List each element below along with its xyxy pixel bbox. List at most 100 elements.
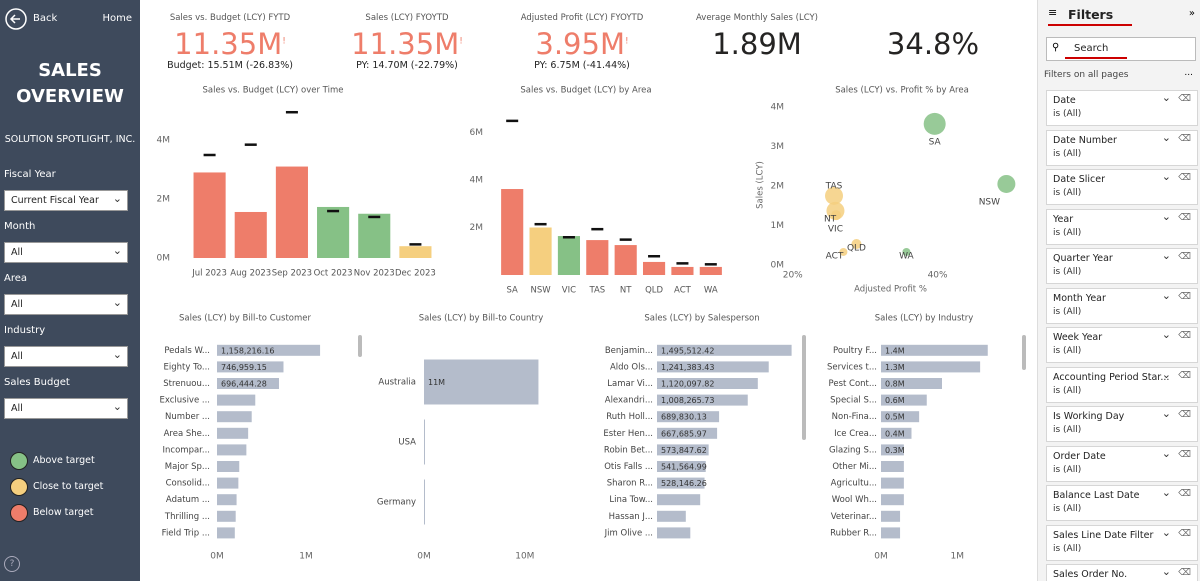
legend-swatch [10, 478, 28, 496]
filter-card[interactable]: Quarter Year is (All) ⌄ ⌫ [1046, 248, 1198, 284]
filter-card[interactable]: Week Year is (All) ⌄ ⌫ [1046, 327, 1198, 363]
category-label: Area She... [164, 429, 210, 439]
filter-name: Sales Order No. [1053, 569, 1128, 580]
x-tick-label: 0M [210, 552, 224, 562]
data-label: 573,847.62 [661, 446, 707, 455]
scrollbar [802, 335, 806, 440]
clear: ⌫ [1178, 410, 1191, 420]
bar [586, 240, 609, 275]
y-tick-label: 2M [771, 181, 785, 191]
home-button[interactable]: Home [102, 13, 132, 24]
x-axis-label: Adjusted Profit % [854, 285, 927, 295]
search-icon: ⚲ [1052, 42, 1060, 53]
slicer-value: All [11, 247, 23, 258]
filter-name: Date Slicer [1053, 174, 1106, 185]
filter-card[interactable]: Date is (All) ⌄ ⌫ [1046, 90, 1198, 126]
bar [881, 427, 912, 439]
kpi-value: 11.35M! [351, 27, 463, 61]
back-icon[interactable] [5, 8, 27, 30]
bar [217, 378, 279, 389]
filter-state: is (All) [1053, 306, 1082, 317]
x-tick-label: QLD [645, 286, 663, 296]
chevron: ⌄ [112, 348, 122, 361]
bar [657, 477, 705, 489]
data-label: 0.6M [885, 396, 905, 405]
category-label: Special S... [830, 396, 877, 406]
x-tick-label: 40% [928, 271, 948, 281]
data-label: 1,495,512.42 [661, 346, 714, 355]
chart-title: Sales vs. Budget (LCY) by Area [520, 86, 651, 96]
section-label: Filters on all pages [1044, 70, 1129, 80]
x-tick-label: Nov 2023 [354, 269, 395, 279]
bubble [851, 239, 862, 250]
filter-state: is (All) [1053, 504, 1082, 514]
x-tick-label: NT [620, 286, 632, 296]
bar [424, 479, 425, 525]
x-tick-label: 0M [874, 552, 888, 562]
filter-card[interactable]: Balance Last Date is (All) ⌄ ⌫ [1046, 485, 1198, 521]
slicer-dropdown[interactable]: Current Fiscal Year ⌄ [4, 190, 128, 211]
filter-card[interactable]: Year is (All) ⌄ ⌫ [1046, 208, 1198, 245]
clear: ⌫ [1178, 94, 1191, 104]
filter-card[interactable]: Month Year is (All) ⌄ ⌫ [1046, 287, 1198, 324]
more[interactable]: ... [1184, 68, 1193, 78]
slicer-label: Fiscal Year [4, 169, 56, 180]
filter-card[interactable]: Sales Order No.is (All)⌄⌫ [1046, 564, 1198, 581]
slicer-dropdown[interactable]: All ⌄ [4, 346, 128, 367]
data-label: 1,008,265.73 [661, 396, 714, 405]
x-tick-label: Aug 2023 [230, 269, 271, 279]
bar [881, 461, 904, 472]
chart-title: Sales vs. Budget (LCY) over Time [203, 86, 344, 96]
x-tick-label: Sep 2023 [272, 269, 312, 279]
filter-name: Order Date [1053, 450, 1106, 462]
y-tick-label: 2M [157, 195, 171, 205]
bar [399, 246, 432, 258]
filter-card[interactable]: Accounting Period Star... is (All) ⌄ ⌫ [1046, 366, 1198, 403]
filter-card[interactable]: Date Number is (All) ⌄ ⌫ [1046, 129, 1198, 166]
x-tick-label: 10M [515, 552, 534, 562]
kpi-title: Sales vs. Budget (LCY) FYTD [169, 13, 291, 23]
bar [881, 510, 901, 522]
filters-title: Filters [1068, 7, 1114, 22]
x-tick-label: NSW [530, 286, 551, 296]
data-label: 11M [428, 378, 445, 387]
bar [529, 227, 552, 275]
expand: ⌄ [1161, 486, 1171, 499]
filter-card[interactable]: Is Working Day is (All) ⌄ ⌫ [1046, 406, 1198, 442]
bar [358, 213, 391, 258]
bar [501, 189, 524, 275]
bar [881, 344, 988, 356]
category-label: Major Sp... [165, 462, 210, 472]
slicer-dropdown[interactable]: All ⌄ [4, 398, 128, 419]
data-label: 1,241,383.43 [661, 363, 714, 372]
category-label: Eighty To... [164, 362, 210, 372]
bar [881, 527, 901, 539]
back-button[interactable]: Back [33, 13, 58, 24]
category-label: Otis Falls ... [604, 462, 653, 472]
point-label: SA [929, 137, 942, 147]
filter-card[interactable]: Sales Line Date Filter is (All) ⌄ ⌫ [1046, 524, 1198, 561]
bar [317, 206, 350, 258]
bar [699, 266, 722, 275]
slicer-dropdown[interactable]: All ⌄ [4, 294, 128, 315]
help[interactable]: ? [4, 556, 20, 572]
category-label: Non-Fina... [832, 412, 877, 422]
chevron: ⌄ [112, 400, 122, 413]
category-label: Lina Tow... [609, 495, 653, 505]
budget-marker [591, 227, 604, 231]
slicer-dropdown[interactable]: All ⌄ [4, 242, 128, 263]
filter-pane: ≡ Filters » ⚲ Search Filters on all page… [1037, 0, 1200, 581]
filter-name: Balance Last Date [1053, 490, 1140, 501]
search-box[interactable]: ⚲ Search [1046, 37, 1196, 61]
filter-card[interactable]: Order Date is (All) ⌄ ⌫ [1046, 445, 1198, 482]
collapse[interactable]: » [1188, 8, 1195, 19]
filter-card[interactable]: Date Slicer is (All) ⌄ ⌫ [1046, 169, 1198, 205]
expand: ⌄ [1161, 249, 1171, 262]
data-label: 1,158,216.16 [221, 346, 274, 355]
bar [657, 527, 691, 539]
category-label: Ester Hen... [603, 429, 653, 439]
chart-title: Sales (LCY) by Industry [875, 314, 973, 324]
category-label: Other Mi... [832, 462, 877, 472]
kpi-value: 34.8% [886, 27, 980, 61]
bubble [923, 112, 946, 135]
